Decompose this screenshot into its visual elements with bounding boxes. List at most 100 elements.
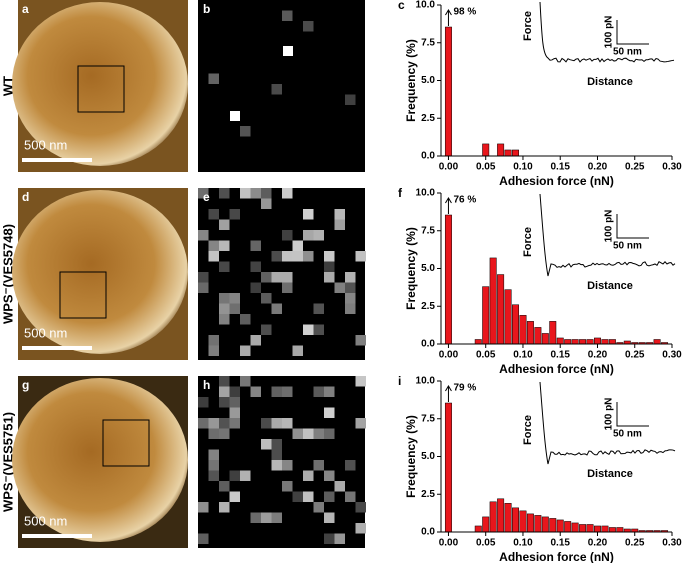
map-pixel	[334, 481, 345, 492]
map-pixel	[303, 491, 314, 502]
scan-area	[59, 271, 107, 319]
annotation: 98 %	[453, 7, 476, 18]
map-pixel	[219, 240, 230, 251]
row-label: WPS⁻(VES5748)	[0, 224, 15, 324]
bar	[579, 524, 587, 533]
panel-label: g	[22, 378, 29, 392]
map-pixel	[303, 428, 314, 439]
bar	[556, 337, 564, 345]
inset-distance-scale: 50 nm	[613, 241, 642, 252]
map-pixel	[261, 439, 272, 450]
inset-force-label: Force	[522, 415, 534, 445]
inset-scale-bar	[616, 402, 649, 427]
map-pixel	[324, 407, 335, 418]
map-pixel	[313, 303, 324, 314]
map-pixel	[355, 376, 366, 387]
map-pixel	[219, 397, 230, 408]
map-pixel	[219, 502, 230, 513]
map-pixel	[271, 386, 282, 397]
y-tick-label: 5.0	[421, 451, 435, 462]
bar	[444, 402, 452, 533]
bar	[594, 337, 601, 345]
map-pixel	[219, 188, 230, 199]
panel-label: f	[398, 186, 403, 200]
x-tick-label: 0.00	[439, 350, 459, 361]
x-tick-label: 0.15	[550, 538, 570, 549]
bar	[534, 327, 542, 345]
map-pixel	[261, 293, 272, 304]
map-pixel	[324, 533, 335, 544]
map-pixel	[282, 460, 293, 471]
map-pixel	[282, 188, 293, 199]
map-pixel	[208, 335, 219, 346]
map-pixel	[250, 188, 261, 199]
map-pixel	[345, 460, 356, 471]
y-tick-label: 10.0	[416, 188, 436, 199]
x-axis-title: Adhesion force (nN)	[499, 550, 614, 563]
map-pixel	[229, 303, 240, 314]
map-pixel	[313, 386, 324, 397]
y-tick-label: 0.0	[421, 527, 435, 538]
map-pixel	[208, 460, 219, 471]
map-pixel	[250, 335, 261, 346]
afm-cell	[12, 378, 188, 542]
bar	[482, 286, 490, 345]
map-pixel	[261, 418, 272, 429]
map-pixel	[219, 219, 230, 230]
map-pixel	[229, 386, 240, 397]
y-tick-label: 2.5	[421, 489, 435, 500]
map-pixel	[345, 491, 356, 502]
bar	[526, 513, 534, 533]
row-label: WT	[0, 76, 15, 96]
map-pixel	[271, 303, 282, 314]
map-pixel	[355, 502, 366, 513]
map-pixel	[261, 188, 272, 199]
map-pixel	[250, 240, 261, 251]
map-pixel	[261, 512, 272, 523]
map-pixel	[271, 251, 282, 262]
bar	[497, 498, 505, 533]
x-tick-label: 0.20	[588, 162, 608, 173]
bar	[564, 521, 572, 533]
bar	[512, 304, 519, 345]
map-pixel	[240, 314, 251, 325]
row-label: WPS⁻(VES5751)	[0, 412, 15, 512]
x-tick-label: 0.15	[550, 350, 570, 361]
map-pixel	[198, 188, 209, 199]
map-pixel	[334, 282, 345, 293]
map-pixel	[208, 470, 219, 481]
bar	[504, 149, 512, 157]
map-pixel	[208, 428, 219, 439]
map-pixel	[208, 240, 219, 251]
map-pixel	[229, 470, 240, 481]
inset-force-label: Force	[522, 227, 534, 257]
map-pixel	[271, 449, 282, 460]
inset-distance-label: Distance	[587, 76, 633, 88]
map-pixel	[229, 397, 240, 408]
map-pixel	[219, 418, 230, 429]
map-pixel	[208, 449, 219, 460]
inset-force-label: Force	[522, 11, 534, 41]
bar	[541, 333, 549, 345]
map-pixel	[229, 293, 240, 304]
inset-scale-bar	[616, 20, 649, 45]
map-pixel	[271, 460, 282, 471]
map-pixel	[282, 272, 293, 283]
x-tick-label: 0.30	[662, 162, 682, 173]
bar	[474, 339, 482, 345]
map-pixel	[219, 376, 230, 387]
map-pixel	[324, 261, 335, 272]
map-pixel	[271, 418, 282, 429]
x-tick-label: 0.05	[476, 162, 496, 173]
annotation: 79 %	[453, 383, 476, 394]
panel-label: b	[203, 2, 210, 16]
map-pixel	[303, 470, 314, 481]
map-pixel	[198, 230, 209, 241]
map-pixel	[303, 230, 314, 241]
bar	[571, 522, 579, 533]
map-pixel	[303, 324, 314, 335]
bar	[564, 339, 572, 345]
map-pixel	[334, 209, 345, 220]
map-pixel	[345, 94, 356, 105]
